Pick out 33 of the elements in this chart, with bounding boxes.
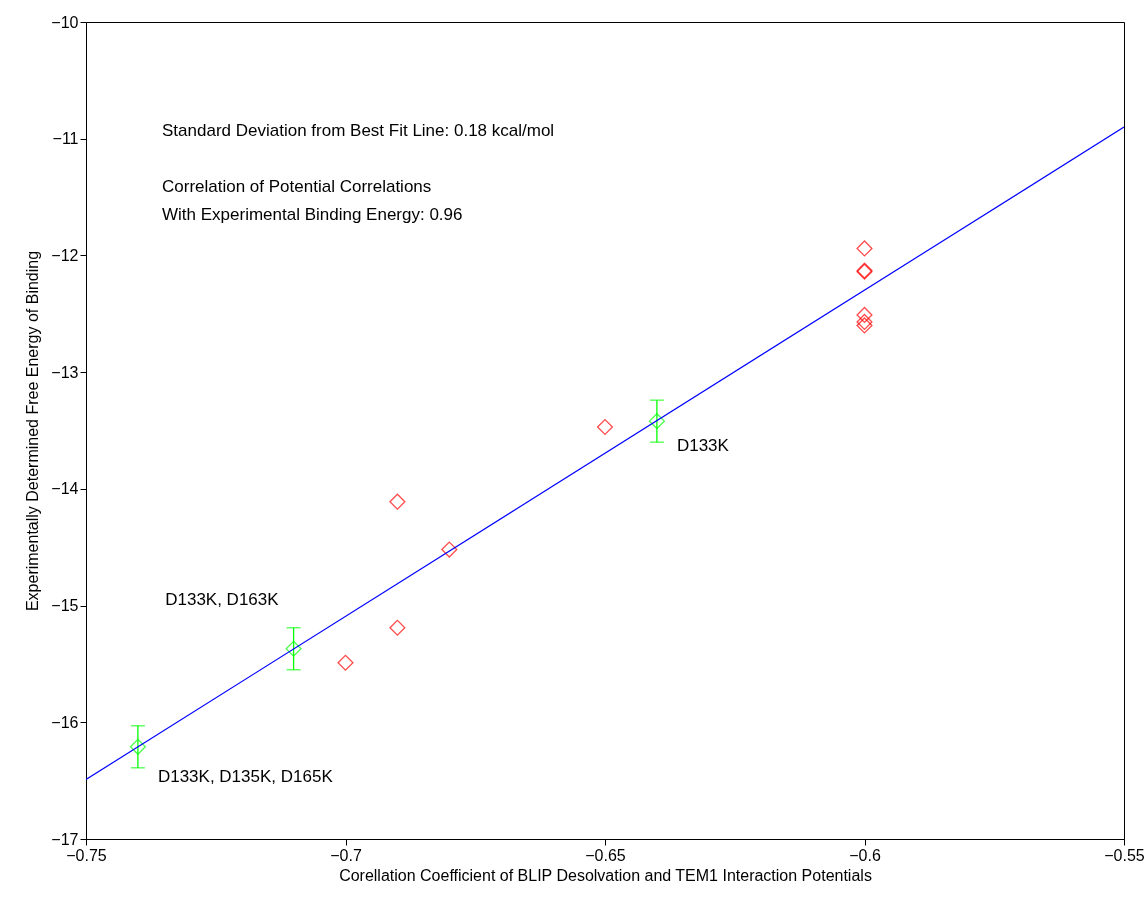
annotation: D133K <box>676 436 730 456</box>
x-tick-label: −0.65 <box>585 846 626 864</box>
annotation: Standard Deviation from Best Fit Line: 0.18 kcal/mol <box>162 121 555 140</box>
point <box>285 640 302 657</box>
point <box>596 418 614 436</box>
y-tick-label: −15 <box>51 597 79 615</box>
y-tick-label: −17 <box>51 830 79 848</box>
x-tick-label: −0.55 <box>1104 846 1145 864</box>
point <box>389 493 406 510</box>
annotation: D133K, D135K, D165K <box>157 766 334 786</box>
point <box>856 317 873 334</box>
annotation: D133K, D163K <box>165 589 280 609</box>
y-tick-label: −14 <box>51 480 79 498</box>
point <box>129 738 146 755</box>
point <box>648 413 665 430</box>
point <box>856 240 873 257</box>
y-axis-title: Experimentally Determined Free Energy of Binding <box>24 250 42 612</box>
point <box>389 619 406 636</box>
point <box>441 541 458 558</box>
y-tick-label: −11 <box>52 130 79 148</box>
point <box>856 313 873 331</box>
annotation: With Experimental Binding Energy: 0.96 <box>162 205 463 224</box>
point <box>856 306 873 324</box>
y-tick-label: −10 <box>51 13 79 31</box>
y-tick-label: −16 <box>51 713 79 731</box>
y-tick-label: −12 <box>51 246 79 264</box>
annotation: Correlation of Potential Correlations <box>162 177 432 196</box>
x-tick-label: −0.7 <box>330 846 362 864</box>
x-tick-label: −0.75 <box>66 846 107 864</box>
x-tick-label: −0.6 <box>849 846 881 864</box>
x-axis-title: Corellation Coefficient of BLIP Desolvation and TEM1 Interaction Potentials <box>339 866 872 884</box>
point <box>337 654 354 671</box>
y-tick-label: −13 <box>51 363 79 381</box>
